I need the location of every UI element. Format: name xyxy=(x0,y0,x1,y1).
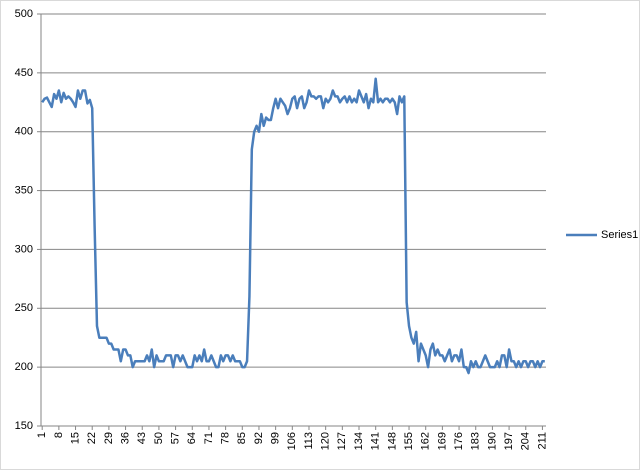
x-tick-label: 169 xyxy=(436,432,448,450)
x-tick-label: 64 xyxy=(186,432,198,444)
x-tick-label: 134 xyxy=(353,432,365,450)
x-tick-label: 197 xyxy=(503,432,515,450)
series-line xyxy=(41,77,545,375)
x-tick-label: 8 xyxy=(53,432,65,438)
x-tick-label: 127 xyxy=(336,432,348,450)
x-tick-label: 29 xyxy=(103,432,115,444)
y-tick-label: 250 xyxy=(15,302,33,314)
x-tick-label: 78 xyxy=(220,432,232,444)
x-tick-label: 50 xyxy=(153,432,165,444)
x-tick-label: 85 xyxy=(236,432,248,444)
x-tick-label: 1 xyxy=(36,432,48,438)
x-tick-label: 120 xyxy=(320,432,332,450)
x-tick-label: 106 xyxy=(286,432,298,450)
x-tick-label: 36 xyxy=(119,432,131,444)
x-tick-label: 141 xyxy=(370,432,382,450)
x-tick-label: 22 xyxy=(86,432,98,444)
x-tick-label: 71 xyxy=(203,432,215,444)
x-tick-label: 15 xyxy=(69,432,81,444)
x-tick-label: 43 xyxy=(136,432,148,444)
y-tick-label: 150 xyxy=(15,420,33,432)
x-tick-label: 92 xyxy=(253,432,265,444)
x-tick-label: 190 xyxy=(486,432,498,450)
x-tick-label: 211 xyxy=(536,432,548,450)
x-tick-label: 99 xyxy=(270,432,282,444)
y-tick-label: 500 xyxy=(15,8,33,20)
x-tick-label: 204 xyxy=(520,432,532,450)
x-tick-label: 155 xyxy=(403,432,415,450)
x-tick-label: 183 xyxy=(470,432,482,450)
y-tick-label: 300 xyxy=(15,243,33,255)
x-tick-label: 57 xyxy=(169,432,181,444)
x-tick-label: 162 xyxy=(420,432,432,450)
x-tick-label: 148 xyxy=(386,432,398,450)
x-tick-label: 176 xyxy=(453,432,465,450)
legend-label: Series1 xyxy=(601,229,638,241)
y-tick-label: 200 xyxy=(15,361,33,373)
y-tick-label: 350 xyxy=(15,184,33,196)
y-tick-label: 450 xyxy=(15,67,33,79)
y-tick-label: 400 xyxy=(15,126,33,138)
x-tick-label: 113 xyxy=(303,432,315,450)
